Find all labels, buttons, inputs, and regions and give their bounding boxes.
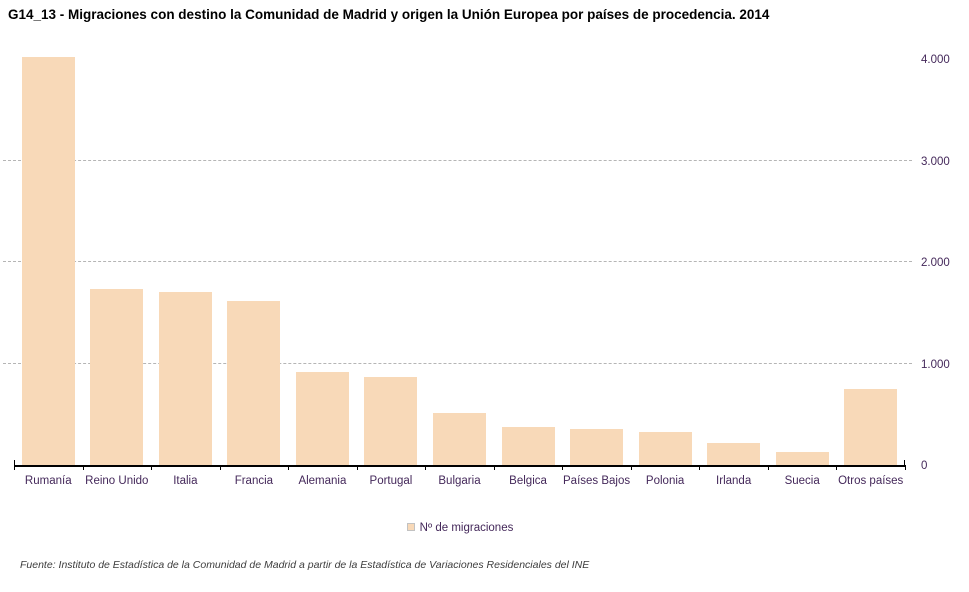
y-label-3000: 3.000 <box>921 155 950 168</box>
bar-polonia <box>638 432 692 465</box>
x-label-reino-unido: Reino Unido <box>85 475 149 487</box>
x-label-irlanda: Irlanda <box>716 475 752 487</box>
x-label-alemania: Alemania <box>298 475 347 487</box>
x-axis-tick <box>356 465 358 470</box>
x-axis-tick <box>493 465 495 470</box>
x-label-francia: Francia <box>234 475 274 487</box>
x-axis-tick <box>699 465 701 470</box>
x-label-otros-paises: Otros países <box>838 475 904 487</box>
x-axis-tick <box>14 465 15 470</box>
x-axis-tick <box>288 465 290 470</box>
bar-alemania <box>295 372 349 465</box>
bar-irlanda <box>707 442 761 465</box>
bar-otros-paises <box>844 389 898 465</box>
axis-corner-tick <box>904 460 905 465</box>
y-label-1000: 1.000 <box>921 358 950 371</box>
x-label-italia: Italia <box>173 475 198 487</box>
bar-belgica <box>501 426 555 465</box>
x-axis-tick <box>767 465 769 470</box>
bar-paises-bajos <box>570 428 624 465</box>
x-label-rumania: Rumanía <box>24 475 72 487</box>
x-label-suecia: Suecia <box>784 475 820 487</box>
bar-bulgaria <box>433 412 486 465</box>
bar-rumania <box>21 56 75 465</box>
x-label-bulgaria: Bulgaria <box>438 475 481 487</box>
x-axis-tick <box>630 465 632 470</box>
bar-portugal <box>364 376 418 465</box>
x-axis-tick <box>219 465 221 470</box>
bar-italia <box>158 292 212 465</box>
x-axis-tick <box>836 465 838 470</box>
x-label-portugal: Portugal <box>369 475 413 487</box>
bar-suecia <box>775 451 829 465</box>
gridline-1000 <box>3 362 912 364</box>
x-label-polonia: Polonia <box>645 475 685 487</box>
source-note: Fuente: Instituto de Estadística de la C… <box>20 559 590 571</box>
y-label-4000: 4.000 <box>921 54 950 66</box>
chart-title: G14_13 - Migraciones con destino la Comu… <box>8 7 770 22</box>
x-axis-tick <box>425 465 427 470</box>
y-label-2000: 2.000 <box>921 257 950 269</box>
x-label-paises-bajos: Países Bajos <box>563 475 631 487</box>
bar-reino-unido <box>90 289 144 465</box>
x-axis-tick <box>82 465 84 470</box>
gridline-3000 <box>3 159 912 161</box>
legend-swatch <box>406 522 415 531</box>
x-axis-tick <box>905 465 906 470</box>
x-axis-tick <box>562 465 564 470</box>
axis-corner-tick <box>14 460 15 465</box>
x-label-belgica: Belgica <box>509 475 547 487</box>
x-axis-tick <box>151 465 153 470</box>
y-label-0: 0 <box>921 460 928 472</box>
gridline-2000 <box>3 261 912 262</box>
bar-francia <box>227 300 281 465</box>
legend-label: Nº de migraciones <box>419 522 514 534</box>
legend: Nº de migraciones <box>0 522 920 534</box>
plot-area: Rumanía Reino Unido Italia Francia Alemania P… <box>3 54 950 487</box>
